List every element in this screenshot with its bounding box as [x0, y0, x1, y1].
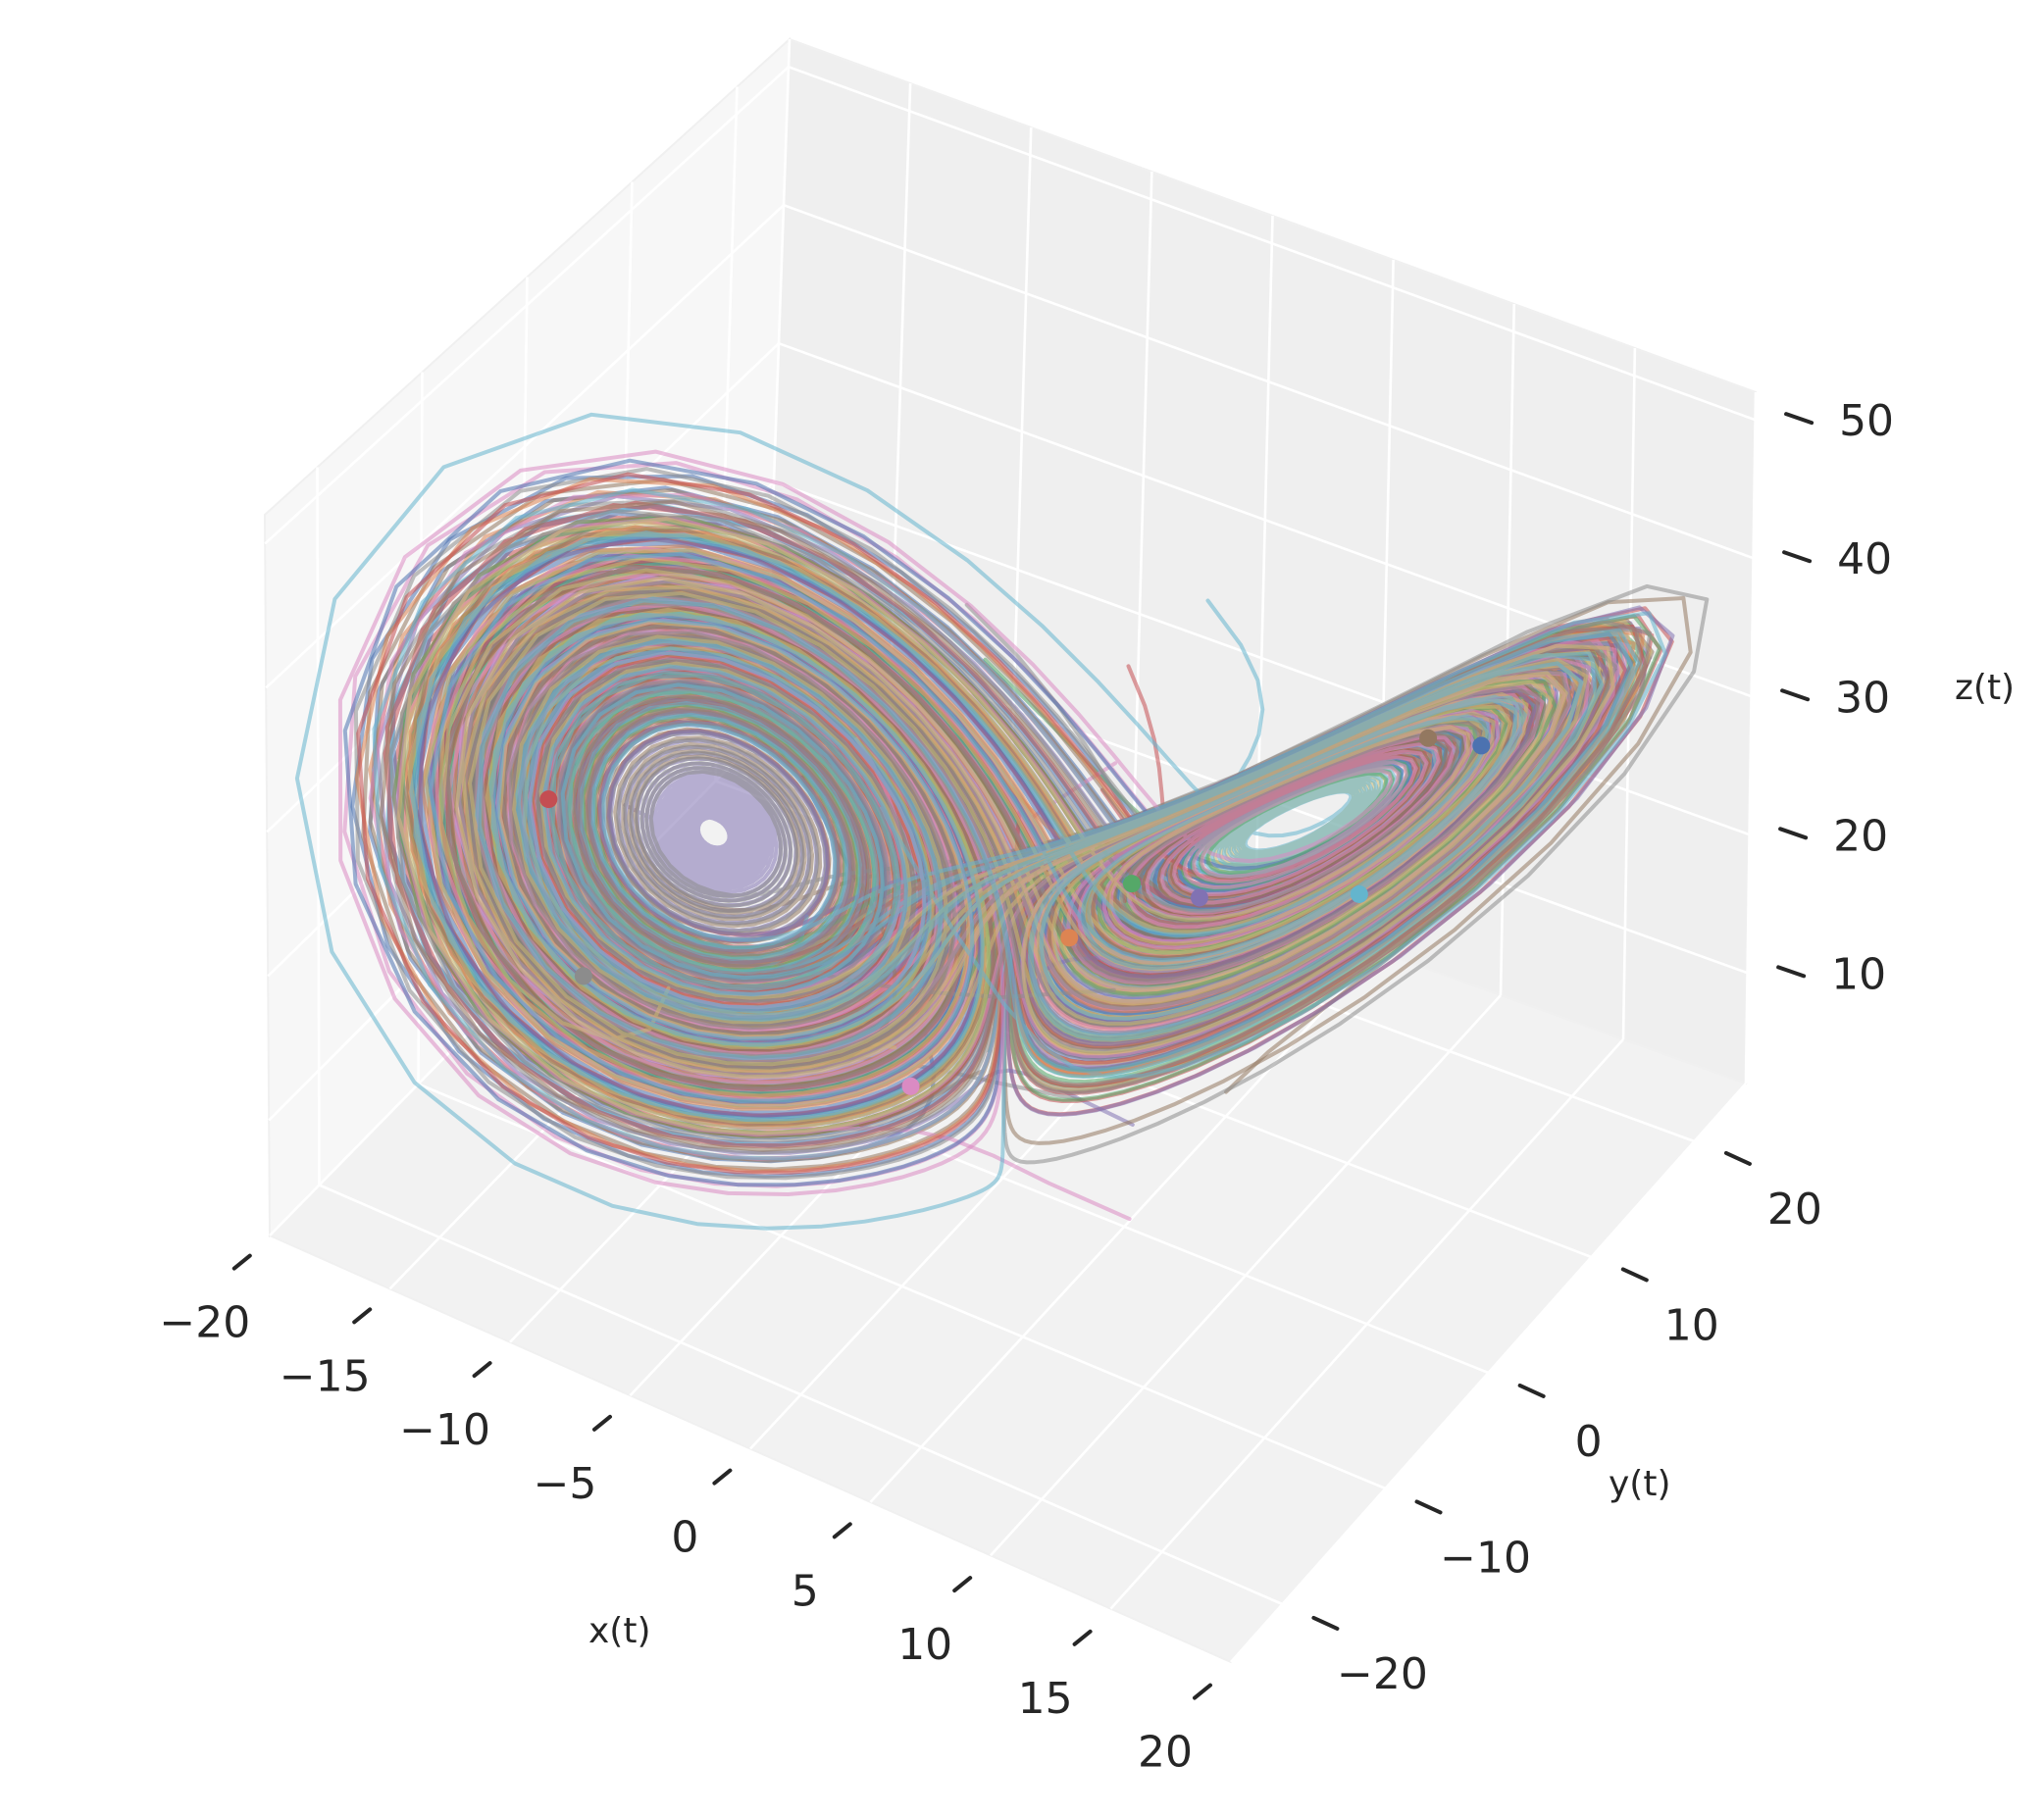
trajectory-end-point	[1060, 929, 1079, 947]
z-tick-mark	[1784, 412, 1814, 426]
axis-ticks: −20 −15 −10 −5 0 5 10 15 20 −20 −10 0 10 20 10 20 30 40 50	[159, 396, 1894, 1777]
z-tick-label: 50	[1839, 396, 1894, 446]
trajectory-line	[409, 530, 1667, 1122]
z-tick-label: 10	[1831, 949, 1886, 999]
x-tick-mark	[712, 1468, 733, 1486]
z-tick-label: 30	[1835, 673, 1890, 723]
y-tick-mark	[1414, 1499, 1443, 1515]
z-tick-mark	[1782, 550, 1813, 564]
x-tick-mark	[352, 1307, 373, 1325]
x-tick-label: 15	[1018, 1674, 1073, 1724]
y-tick-label: −10	[1440, 1533, 1531, 1583]
trajectory-end-point	[1350, 884, 1368, 903]
trajectory-end-points	[539, 729, 1491, 1095]
x-axis-label: x(t)	[588, 1611, 651, 1651]
z-grid-line	[265, 204, 785, 689]
trajectory-end-point	[1472, 736, 1491, 755]
x-tick-label: 10	[897, 1620, 952, 1670]
trajectories	[294, 412, 1710, 1231]
x-tick-label: 20	[1138, 1728, 1193, 1778]
y-tick-mark	[1517, 1383, 1546, 1398]
y-tick-mark	[1723, 1150, 1752, 1166]
x-tick-mark	[1193, 1683, 1212, 1700]
z-tick-mark	[1780, 688, 1811, 702]
y-grid-line	[417, 1083, 1387, 1490]
x-tick-mark	[952, 1576, 973, 1593]
y-grid-line	[316, 467, 321, 1185]
x-tick-label: −20	[159, 1298, 250, 1348]
trajectory-end-point	[901, 1077, 920, 1095]
x-tick-mark	[832, 1522, 852, 1539]
trajectory-end-point	[1122, 875, 1141, 893]
x-grid-line	[1131, 171, 1153, 864]
x-tick-label: −15	[280, 1351, 371, 1401]
x-grid-line	[1744, 391, 1758, 1085]
y-tick-label: 20	[1767, 1185, 1822, 1235]
trajectory-end-point	[1190, 888, 1208, 907]
z-grid-line	[783, 203, 1755, 560]
y-tick-mark	[1311, 1615, 1340, 1631]
x-tick-label: −10	[399, 1405, 490, 1455]
trajectory-end-point	[1419, 729, 1438, 747]
x-tick-label: 0	[671, 1513, 698, 1563]
z-tick-label: 20	[1833, 811, 1888, 861]
x-tick-mark	[472, 1361, 492, 1379]
x-tick-mark	[592, 1414, 612, 1432]
y-axis-label: y(t)	[1609, 1464, 1671, 1504]
y-tick-mark	[1620, 1267, 1649, 1283]
z-grid-line	[264, 66, 790, 545]
trajectory-end-point	[574, 967, 592, 985]
z-tick-label: 40	[1837, 534, 1892, 584]
z-tick-mark	[1776, 965, 1807, 979]
x-tick-label: 5	[792, 1566, 819, 1616]
y-tick-label: 0	[1575, 1417, 1603, 1467]
z-tick-mark	[1778, 827, 1809, 840]
y-grid-line	[318, 1184, 1284, 1606]
y-tick-label: −20	[1337, 1649, 1428, 1699]
trajectory-end-point	[539, 790, 558, 809]
x-tick-label: −5	[534, 1459, 597, 1509]
x-tick-mark	[1072, 1629, 1093, 1646]
x-tick-mark	[231, 1253, 252, 1271]
z-grid-line	[788, 65, 1757, 422]
z-axis-label: z(t)	[1955, 668, 2015, 708]
y-tick-label: 10	[1664, 1300, 1719, 1350]
